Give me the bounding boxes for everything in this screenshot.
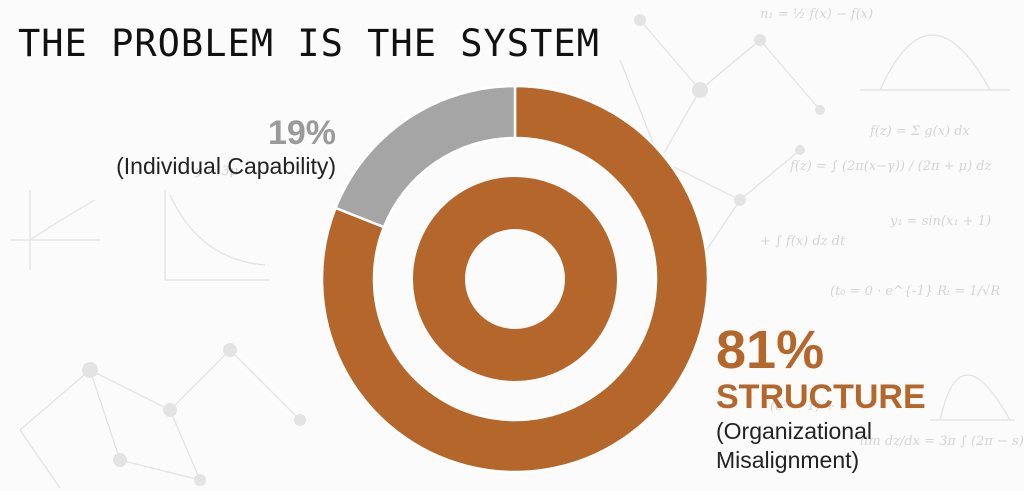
structure-percent-label: 81% (716, 320, 825, 380)
structure-sublabel-line1: (Organizational (716, 418, 872, 444)
structure-label-group: 81% STRUCTURE (Organizational Misalignme… (716, 322, 926, 474)
svg-text:(e² − 1) + σ: (e² − 1) + σ (770, 399, 850, 414)
donut-slice-structure (320, 84, 710, 474)
svg-text:f(z) = ∫ (2π(x−γ)) / (2π + μ): f(z) = ∫ (2π(x−γ)) / (2π + μ) dz (789, 159, 992, 174)
page-title: THE PROBLEM IS THE SYSTEM (18, 22, 600, 65)
structure-sublabel-line2: Misalignment) (716, 447, 860, 473)
svg-text:y = 3μ: y = 3μ (194, 164, 238, 179)
svg-text:lim dz/dx = 3π ∫ (2π − s): lim dz/dx = 3π ∫ (2π − s) (860, 434, 1024, 449)
people-percent-label: 19% (267, 114, 336, 152)
svg-text:(t₀ = 0 · e^{-1} Rₜ = 1/√R: (t₀ = 0 · e^{-1} Rₜ = 1/√R (830, 284, 1000, 299)
donut-slice-people (333, 84, 517, 229)
svg-text:f(z) = Σ g(x) dx: f(z) = Σ g(x) dx (869, 124, 971, 139)
inner-ring (413, 177, 617, 381)
svg-text:y₁ = sin(x₁ + 1): y₁ = sin(x₁ + 1) (889, 214, 991, 229)
people-sublabel: (Individual Capability) (116, 153, 336, 179)
structure-name-label: STRUCTURE (716, 378, 926, 416)
svg-text:n₁ = ½ f(x) − f(x): n₁ = ½ f(x) − f(x) (760, 7, 873, 22)
people-label-group: 19% (Individual Capability) (116, 114, 336, 180)
svg-text:+ ∫ f(x) dz dt: + ∫ f(x) dz dt (760, 234, 846, 249)
